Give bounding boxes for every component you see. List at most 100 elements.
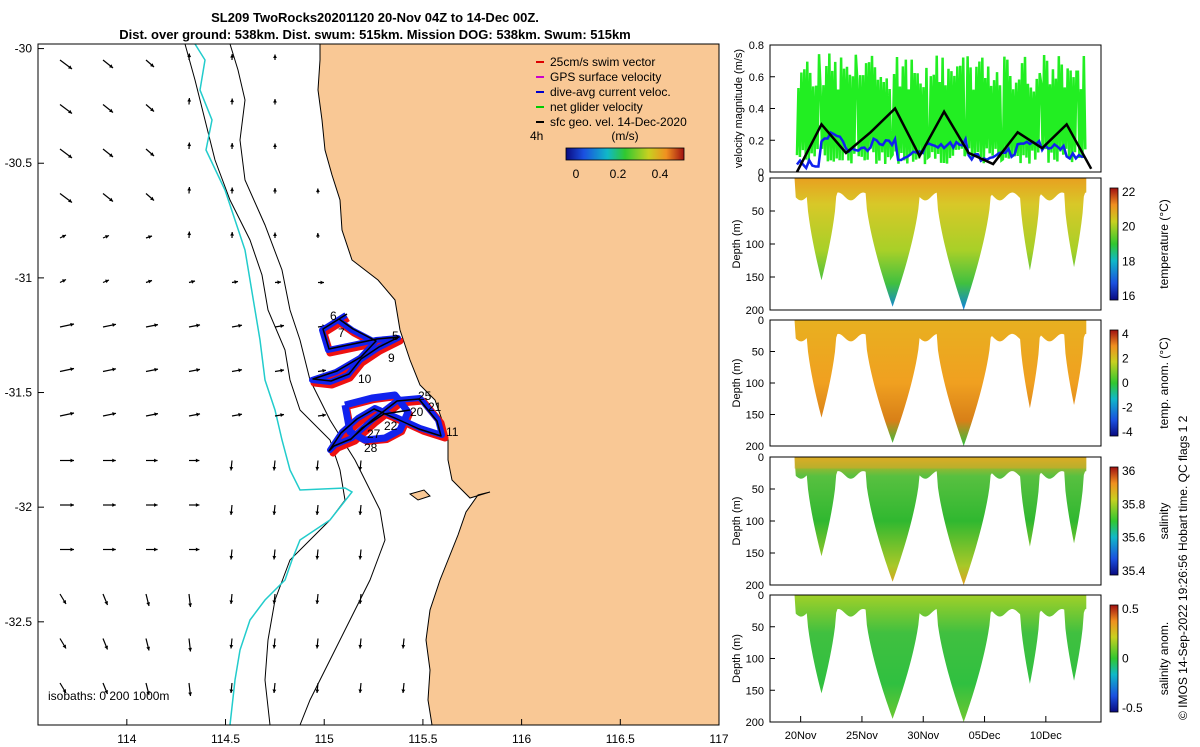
- current-vector: [274, 324, 285, 328]
- current-vector: [315, 682, 320, 694]
- series-net-glider-velocity: [795, 53, 1087, 165]
- colorbar-tick-label: 36: [1122, 464, 1136, 478]
- legend-entry: dive-avg current veloc.: [550, 85, 671, 99]
- current-vector-field: [59, 53, 406, 740]
- map-y-tick-label: -32.5: [5, 615, 33, 629]
- colorbar-tick-label: 0.4: [652, 167, 669, 181]
- current-vector: [317, 368, 327, 373]
- current-vector: [272, 682, 277, 694]
- current-vector: [145, 367, 159, 373]
- land-mass: [317, 44, 719, 725]
- map-x-tick-label: 116.5: [606, 732, 635, 746]
- surface-layer: [794, 457, 1087, 469]
- current-vector: [59, 148, 73, 159]
- current-vector: [188, 638, 193, 652]
- isobath-0m-cyan: [194, 44, 354, 725]
- island: [408, 489, 431, 501]
- depth-y-label: Depth (m): [731, 634, 743, 683]
- velocity-y-tick-label: 0.6: [749, 72, 764, 84]
- depth-tick-label: 200: [746, 580, 764, 592]
- current-vector: [231, 280, 239, 284]
- track-segment: [312, 313, 400, 382]
- time-tick-label: 20Nov: [785, 730, 817, 742]
- current-vector: [189, 458, 200, 463]
- depth-tick-label: 50: [752, 484, 764, 496]
- current-vector: [318, 280, 324, 285]
- current-vector: [102, 193, 114, 202]
- current-vector: [188, 412, 201, 417]
- time-tick-label: 25Nov: [846, 730, 878, 742]
- current-vector: [188, 279, 196, 284]
- current-vector: [187, 97, 192, 105]
- legend-entry: sfc geo. vel. 14-Dec-2020: [550, 115, 687, 129]
- track-day-label: 22: [384, 419, 398, 433]
- time-tick-label: 10Dec: [1030, 730, 1062, 742]
- section-colorbar: [1109, 604, 1119, 713]
- map-y-tick-label: -30: [15, 42, 33, 56]
- current-vector: [102, 323, 117, 328]
- current-vector: [102, 682, 109, 695]
- current-vector: [102, 412, 117, 417]
- current-vector: [188, 593, 193, 608]
- section-colorbar: [1109, 466, 1119, 576]
- current-vector: [59, 367, 75, 373]
- current-vector: [145, 148, 155, 157]
- current-vector: [358, 549, 363, 560]
- section-field: [794, 178, 1087, 310]
- current-vector: [273, 143, 277, 149]
- legend-entry: 25cm/s swim vector: [550, 55, 655, 69]
- current-vector: [59, 322, 75, 328]
- current-vector: [146, 503, 158, 507]
- time-tick-label: 30Nov: [907, 730, 939, 742]
- current-vector: [102, 148, 114, 158]
- current-vector: [59, 638, 67, 649]
- track-segment: [349, 409, 411, 441]
- track-day-label: 20: [410, 405, 424, 419]
- colorbar-tick-label: 0: [573, 167, 580, 181]
- current-vector: [187, 231, 192, 239]
- section-colorbar: [1109, 187, 1119, 301]
- current-vector: [272, 593, 277, 605]
- current-vector: [273, 54, 277, 60]
- isobath-1000m: [184, 44, 346, 725]
- isobath-200m: [229, 44, 386, 725]
- current-vector: [401, 638, 406, 649]
- track-segment: [328, 398, 442, 452]
- current-vector: [145, 193, 155, 201]
- map-x-tick-label: 117: [709, 732, 728, 746]
- current-vector: [60, 503, 74, 507]
- map-y-tick-label: -32: [15, 500, 33, 514]
- current-vector: [103, 458, 116, 463]
- footer-credit: © IMOS 14-Sep-2022 19:26:56 Hobart time.…: [1176, 415, 1190, 720]
- depth-tick-label: 0: [758, 315, 764, 327]
- map-y-tick-label: -30.5: [5, 156, 33, 170]
- track-day-label: 7: [338, 326, 345, 340]
- current-vector: [231, 412, 243, 417]
- current-vector: [102, 638, 109, 650]
- current-vector: [146, 728, 150, 740]
- depth-tick-label: 50: [752, 622, 764, 634]
- current-vector: [358, 638, 363, 649]
- colorbar-tick-label: -4: [1122, 425, 1133, 439]
- colorbar-label: (m/s): [611, 129, 638, 143]
- depth-tick-label: 0: [758, 452, 764, 464]
- current-vector: [231, 323, 243, 328]
- section-panel-2: 0 50 100 150 200 Depth (m) 4 2 0 -2 -4 temp. anom. …: [731, 315, 1171, 453]
- track-day-label: 28: [364, 441, 378, 455]
- current-vector: [315, 549, 320, 560]
- current-vector: [315, 638, 320, 649]
- series-sfc-geo-velocity: [795, 106, 1093, 173]
- current-vector: [230, 187, 234, 194]
- colorbar-tick-label: 2: [1122, 352, 1129, 366]
- current-vector: [229, 460, 234, 471]
- colorbar-tick-label: 0.5: [1122, 602, 1139, 616]
- current-vector: [315, 460, 320, 471]
- map-x-tick-label: 116: [512, 732, 531, 746]
- current-vector: [59, 411, 75, 417]
- section-colorbar-label: temp. anom. (°C): [1157, 337, 1171, 429]
- current-vector: [188, 368, 201, 373]
- depth-tick-label: 200: [746, 441, 764, 453]
